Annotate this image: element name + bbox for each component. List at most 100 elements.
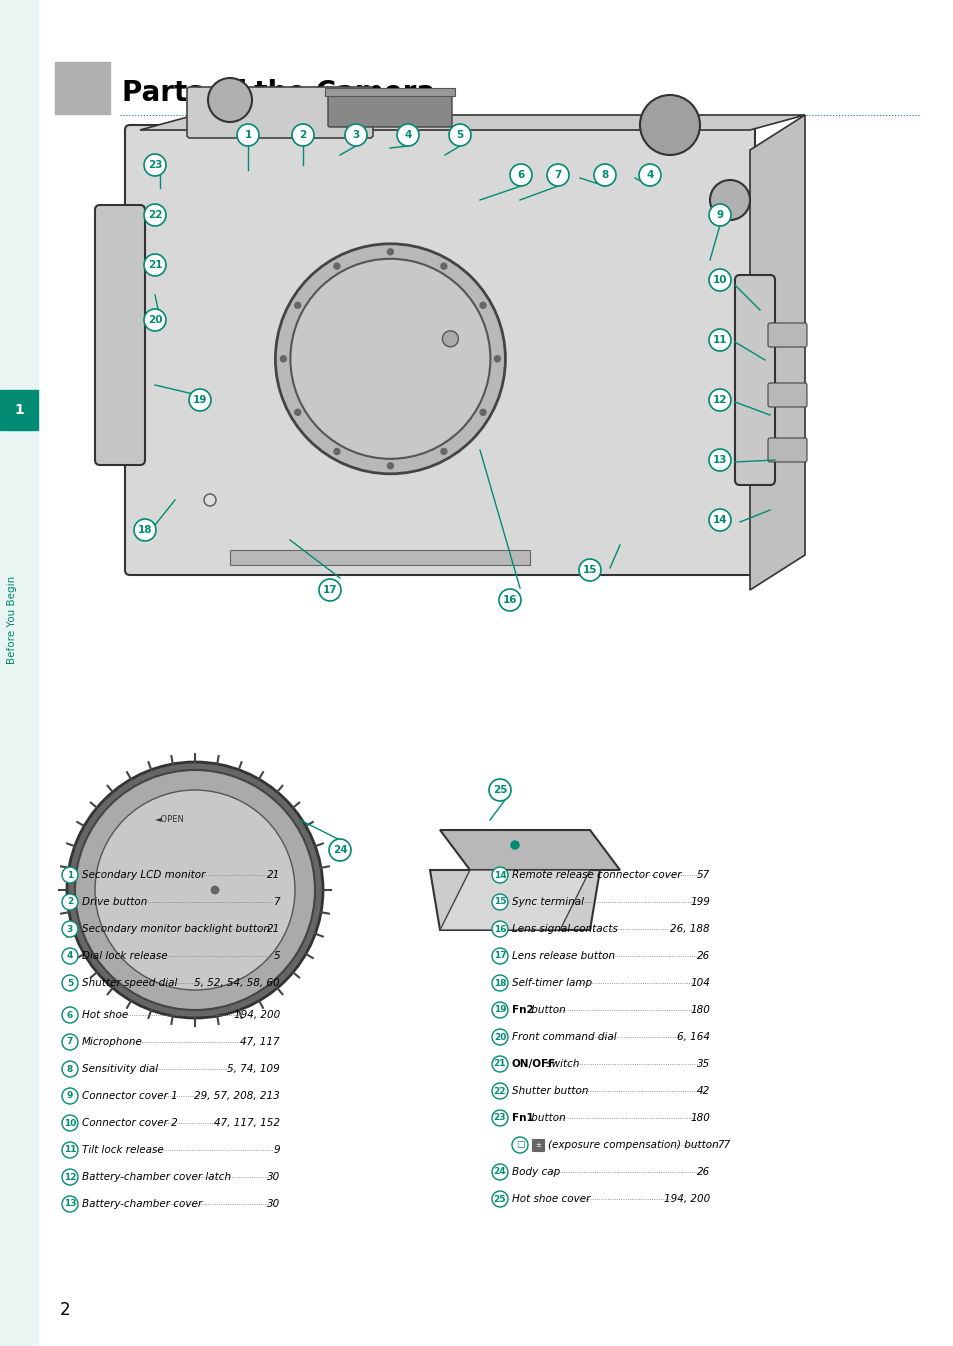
Circle shape (62, 975, 78, 991)
Circle shape (387, 463, 393, 468)
Text: Microphone: Microphone (82, 1036, 143, 1047)
Text: 24: 24 (333, 845, 347, 855)
Circle shape (294, 303, 300, 308)
Text: Front command dial: Front command dial (512, 1032, 616, 1042)
Text: Lens release button: Lens release button (512, 952, 615, 961)
Circle shape (294, 409, 300, 416)
Circle shape (387, 249, 393, 254)
Circle shape (492, 1164, 507, 1180)
Text: 26, 188: 26, 188 (670, 923, 709, 934)
Circle shape (512, 1137, 527, 1154)
Circle shape (62, 1168, 78, 1184)
Circle shape (492, 1191, 507, 1207)
Text: Hot shoe: Hot shoe (82, 1010, 128, 1020)
Text: 6: 6 (67, 1011, 73, 1019)
Text: 180: 180 (689, 1113, 709, 1123)
FancyBboxPatch shape (328, 93, 452, 127)
Text: 21: 21 (494, 1059, 506, 1069)
Circle shape (62, 948, 78, 964)
Text: 1: 1 (244, 131, 252, 140)
Text: 180: 180 (689, 1005, 709, 1015)
Text: 18: 18 (137, 525, 152, 534)
Circle shape (62, 1141, 78, 1158)
Text: 16: 16 (494, 925, 506, 934)
Text: button: button (527, 1113, 565, 1123)
Text: □: □ (516, 1140, 524, 1149)
Text: 5, 52, 54, 58, 60: 5, 52, 54, 58, 60 (194, 979, 280, 988)
Text: 47, 117: 47, 117 (240, 1036, 280, 1047)
Text: Connector cover 1: Connector cover 1 (82, 1092, 177, 1101)
Text: 4: 4 (67, 952, 73, 961)
Text: 47, 117, 152: 47, 117, 152 (213, 1119, 280, 1128)
Text: Parts of the Camera: Parts of the Camera (122, 79, 435, 106)
Circle shape (492, 1001, 507, 1018)
Text: 9: 9 (67, 1092, 73, 1101)
Text: 13: 13 (712, 455, 726, 464)
Circle shape (318, 579, 340, 602)
Text: 14: 14 (712, 516, 726, 525)
Circle shape (708, 509, 730, 532)
Circle shape (144, 205, 166, 226)
Text: Shutter speed dial: Shutter speed dial (82, 979, 177, 988)
Text: 1: 1 (14, 402, 24, 417)
Circle shape (62, 1061, 78, 1077)
Circle shape (211, 886, 219, 894)
FancyBboxPatch shape (767, 384, 806, 406)
Circle shape (396, 124, 418, 145)
Circle shape (62, 921, 78, 937)
Text: 6: 6 (517, 170, 524, 180)
Text: 30: 30 (267, 1199, 280, 1209)
Text: 22: 22 (148, 210, 162, 219)
Polygon shape (439, 870, 589, 930)
Text: Tilt lock release: Tilt lock release (82, 1145, 164, 1155)
Text: 3: 3 (352, 131, 359, 140)
FancyBboxPatch shape (95, 205, 145, 464)
Text: 24: 24 (493, 1167, 506, 1176)
Circle shape (440, 262, 446, 269)
Text: 21: 21 (267, 870, 280, 880)
Circle shape (708, 269, 730, 291)
Bar (325, 87, 455, 96)
Circle shape (275, 244, 505, 474)
Text: 4: 4 (404, 131, 412, 140)
Text: 14: 14 (493, 871, 506, 879)
Text: Secondary monitor backlight button: Secondary monitor backlight button (82, 923, 270, 934)
Circle shape (578, 559, 600, 581)
Circle shape (708, 450, 730, 471)
Circle shape (442, 331, 458, 347)
Text: 17: 17 (322, 586, 337, 595)
Circle shape (594, 164, 616, 186)
Bar (0, 390, 38, 429)
Text: 5, 74, 109: 5, 74, 109 (227, 1063, 280, 1074)
Circle shape (329, 839, 351, 861)
Text: 11: 11 (712, 335, 726, 345)
Circle shape (708, 328, 730, 351)
Text: ON/OFF: ON/OFF (512, 1059, 556, 1069)
Text: 77: 77 (716, 1140, 729, 1149)
Text: 21: 21 (267, 923, 280, 934)
Circle shape (498, 590, 520, 611)
FancyBboxPatch shape (767, 323, 806, 347)
Text: 199: 199 (689, 896, 709, 907)
Circle shape (62, 1034, 78, 1050)
Text: Self-timer lamp: Self-timer lamp (512, 979, 592, 988)
Circle shape (62, 1197, 78, 1211)
Circle shape (95, 790, 294, 991)
Circle shape (492, 894, 507, 910)
Circle shape (236, 124, 258, 145)
Circle shape (492, 867, 507, 883)
Text: 7: 7 (554, 170, 561, 180)
Circle shape (639, 164, 660, 186)
Text: 7: 7 (67, 1038, 73, 1046)
Text: 1: 1 (67, 871, 73, 879)
Text: 26: 26 (696, 952, 709, 961)
Text: 20: 20 (148, 315, 162, 324)
Text: 19: 19 (193, 394, 207, 405)
Circle shape (510, 164, 532, 186)
Text: 5: 5 (67, 979, 73, 988)
Text: 18: 18 (494, 979, 506, 988)
Circle shape (144, 310, 166, 331)
Text: 7: 7 (274, 896, 280, 907)
Text: 194, 200: 194, 200 (663, 1194, 709, 1205)
Circle shape (479, 303, 486, 308)
